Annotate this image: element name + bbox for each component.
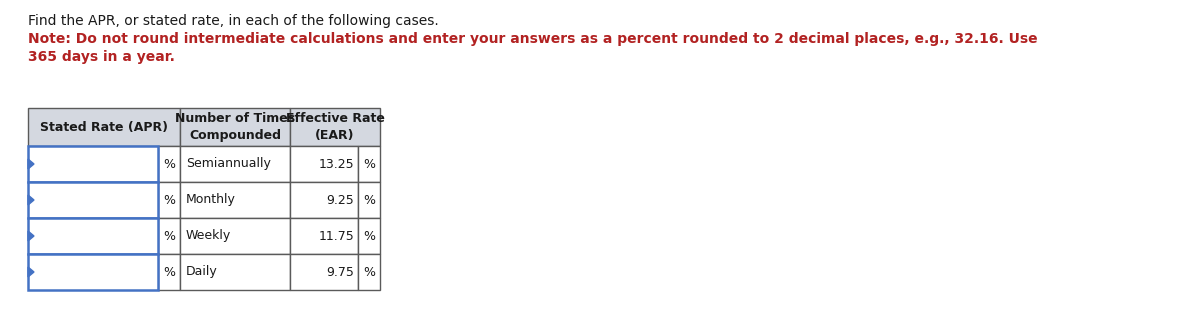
Polygon shape [28, 195, 34, 205]
Text: %: % [163, 265, 175, 278]
Text: %: % [163, 158, 175, 170]
Text: Note: Do not round intermediate calculations and enter your answers as a percent: Note: Do not round intermediate calculat… [28, 32, 1038, 46]
Text: 11.75: 11.75 [318, 229, 354, 242]
Bar [358, 146, 380, 182]
Bar [28, 182, 158, 218]
Bar [290, 182, 358, 218]
Bar [180, 182, 290, 218]
Bar [158, 182, 180, 218]
Bar [290, 108, 380, 146]
Bar [158, 254, 180, 290]
Bar [180, 108, 290, 146]
Polygon shape [28, 231, 34, 241]
Bar [180, 146, 290, 182]
Bar [290, 218, 358, 254]
Bar [358, 254, 380, 290]
Text: Monthly: Monthly [186, 193, 236, 206]
Text: Daily: Daily [186, 265, 217, 278]
Polygon shape [28, 267, 34, 277]
Text: 9.75: 9.75 [326, 265, 354, 278]
Text: Number of Times
Compounded: Number of Times Compounded [175, 113, 295, 142]
Text: %: % [163, 193, 175, 206]
Text: %: % [163, 229, 175, 242]
Bar [290, 254, 358, 290]
Text: 13.25: 13.25 [318, 158, 354, 170]
Text: %: % [364, 193, 374, 206]
Bar [358, 218, 380, 254]
Text: Effective Rate
(EAR): Effective Rate (EAR) [286, 113, 384, 142]
Text: Find the APR, or stated rate, in each of the following cases.: Find the APR, or stated rate, in each of… [28, 14, 439, 28]
Bar [158, 146, 180, 182]
Bar [358, 182, 380, 218]
Text: Weekly: Weekly [186, 229, 232, 242]
Bar [180, 218, 290, 254]
Bar [158, 218, 180, 254]
Text: %: % [364, 265, 374, 278]
Bar [180, 254, 290, 290]
Text: %: % [364, 229, 374, 242]
Bar [290, 146, 358, 182]
Text: 365 days in a year.: 365 days in a year. [28, 50, 175, 64]
Bar [28, 218, 158, 254]
Bar [28, 146, 158, 182]
Polygon shape [28, 159, 34, 169]
Text: Stated Rate (APR): Stated Rate (APR) [40, 121, 168, 134]
Text: 9.25: 9.25 [326, 193, 354, 206]
Bar [28, 254, 158, 290]
Text: %: % [364, 158, 374, 170]
Text: Semiannually: Semiannually [186, 158, 271, 170]
Bar [28, 108, 180, 146]
